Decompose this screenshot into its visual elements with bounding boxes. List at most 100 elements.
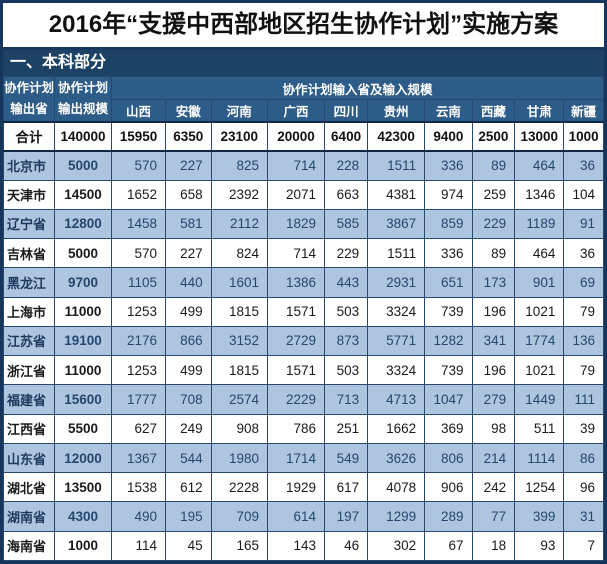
value-cell: 39 [563,413,604,444]
value-cell: 1511 [367,150,426,181]
value-cell: 114 [111,530,166,562]
output-scale-cell: 12000 [54,442,112,474]
row-label-cell: 合计 [3,120,55,152]
value-cell: 739 [424,355,473,386]
value-cell: 2574 [210,384,268,415]
input-province-header: 甘肃 [514,99,565,122]
value-cell: 251 [323,413,369,444]
value-cell: 79 [563,355,604,386]
value-cell: 136 [563,325,604,357]
value-cell: 369 [424,413,473,444]
output-scale-cell: 5000 [54,238,112,269]
row-label-cell: 湖南省 [3,501,55,532]
value-cell: 2176 [111,325,166,357]
value-cell: 581 [165,208,212,240]
output-scale-cell: 5500 [54,413,112,444]
value-cell: 67 [424,530,473,562]
section-header-undergraduate: 一、本科部分 [3,50,604,76]
value-cell: 1777 [111,384,166,415]
output-scale-cell: 12800 [54,208,112,240]
value-cell: 229 [323,238,369,269]
value-cell: 3152 [210,325,268,357]
value-cell: 173 [471,267,516,298]
value-cell: 227 [165,150,212,181]
value-cell: 36 [563,238,604,269]
output-scale-cell: 4300 [54,501,112,532]
value-cell: 36 [563,150,604,181]
value-cell: 45 [165,530,212,562]
value-cell: 77 [471,501,516,532]
value-cell: 228 [323,150,369,181]
value-cell: 214 [471,442,516,474]
value-cell: 2071 [266,179,325,210]
col-header-output-province-line1: 协作计划 [4,80,55,95]
col-header-output-scale-line1: 协作计划 [57,80,108,95]
input-province-header: 云南 [424,99,473,122]
table-row-province: 黑龙江 9700 1105 440 1601 1386 443 2931 651 173 901 69 [3,267,604,298]
value-cell: 1511 [367,238,426,269]
value-cell: 503 [323,355,369,386]
output-scale-cell: 15600 [54,384,112,415]
value-cell: 23100 [210,120,268,152]
value-cell: 3324 [367,355,426,386]
table-row-province: 湖南省 4300 490 195 709 614 197 1299 289 77 399 31 [3,501,604,532]
col-header-output-province: 协作计划 输出省 [3,76,55,122]
value-cell: 824 [210,238,268,269]
row-label-cell: 江苏省 [3,325,55,357]
value-cell: 908 [210,413,268,444]
output-scale-cell: 1000 [54,530,112,562]
value-cell: 6350 [165,120,212,152]
output-scale-cell: 140000 [54,120,112,152]
value-cell: 651 [424,267,473,298]
output-scale-cell: 11000 [54,296,112,327]
value-cell: 3324 [367,296,426,327]
value-cell: 1021 [514,355,565,386]
value-cell: 4713 [367,384,426,415]
table-body: 合计 140000 15950 6350 23100 20000 6400 42300 9400… [3,120,604,562]
value-cell: 440 [165,267,212,298]
output-scale-cell: 19100 [54,325,112,357]
table-row-province: 江西省 5500 627 249 908 786 251 1662 369 98 511 39 [3,413,604,444]
value-cell: 1021 [514,296,565,327]
value-cell: 974 [424,179,473,210]
value-cell: 570 [111,238,166,269]
value-cell: 866 [165,325,212,357]
value-cell: 1662 [367,413,426,444]
value-cell: 499 [165,296,212,327]
document-title: 2016年“支援中西部地区招生协作计划”实施方案 [3,3,604,50]
value-cell: 5771 [367,325,426,357]
row-label-cell: 山东省 [3,442,55,474]
value-cell: 279 [471,384,516,415]
table-row-province: 上海市 11000 1253 499 1815 1571 503 3324 739 196 1021… [3,296,604,327]
value-cell: 143 [266,530,325,562]
table-row-total: 合计 140000 15950 6350 23100 20000 6400 42300 9400… [3,120,604,152]
value-cell: 549 [323,442,369,474]
value-cell: 7 [563,530,604,562]
value-cell: 713 [323,384,369,415]
value-cell: 1815 [210,355,268,386]
value-cell: 98 [471,413,516,444]
value-cell: 627 [111,413,166,444]
value-cell: 873 [323,325,369,357]
value-cell: 3867 [367,208,426,240]
table-row-province: 湖北省 13500 1538 612 2228 1929 617 4078 906 242 1254… [3,472,604,503]
value-cell: 91 [563,208,604,240]
value-cell: 490 [111,501,166,532]
value-cell: 663 [323,179,369,210]
value-cell: 196 [471,355,516,386]
value-cell: 96 [563,472,604,503]
value-cell: 2228 [210,472,268,503]
value-cell: 714 [266,238,325,269]
value-cell: 2392 [210,179,268,210]
value-cell: 511 [514,413,565,444]
value-cell: 1253 [111,355,166,386]
value-cell: 18 [471,530,516,562]
value-cell: 1774 [514,325,565,357]
output-scale-cell: 11000 [54,355,112,386]
value-cell: 786 [266,413,325,444]
value-cell: 658 [165,179,212,210]
value-cell: 13000 [514,120,565,152]
enrollment-plan-table: 协作计划 输出省 协作计划 输出规模 协作计划输入省及输入规模 山西 安徽 河南 广西… [3,76,604,562]
value-cell: 1714 [266,442,325,474]
